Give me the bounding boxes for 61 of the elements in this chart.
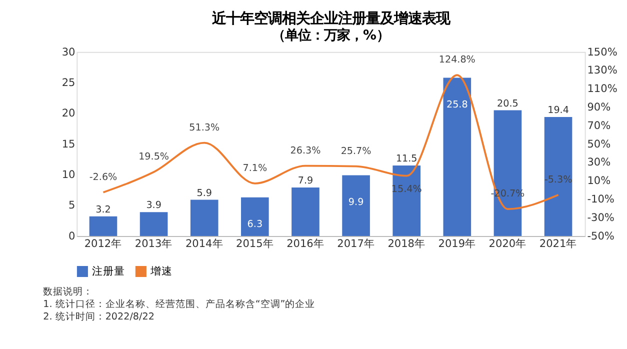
y2-tick-label: 110% (587, 83, 618, 96)
data-label: 25.8 (446, 99, 468, 110)
y-tick-label: 0 (68, 230, 76, 242)
x-tick-label: 2012年 (84, 238, 122, 250)
x-tick-label: 2015年 (236, 238, 274, 250)
chart-subtitle: （单位：万家，%） (272, 27, 390, 44)
bar (544, 116, 572, 236)
y-tick-label: 10 (62, 169, 76, 182)
x-tick-label: 2021年 (539, 238, 578, 250)
y2-tick-label: -30% (587, 212, 614, 224)
text: 1. 统计口径：企业名称、经营范围、产品名称含“空调”的企业 (43, 298, 316, 310)
data-label: 20.5 (497, 98, 518, 110)
y2-tick-label: 150% (587, 46, 618, 58)
data-label: 7.9 (298, 176, 314, 187)
y2-tick-label: -10% (587, 194, 614, 206)
y-tick-label: 30 (62, 46, 76, 58)
bar (443, 78, 472, 236)
data-label: 6.3 (247, 219, 263, 230)
data-label: 7.1% (242, 162, 268, 174)
x-tick-label: 2013年 (134, 238, 173, 250)
bar (241, 197, 269, 236)
y-tick-label: 25 (62, 76, 76, 89)
y2-tick-label: 50% (587, 138, 611, 150)
y2-tick-label: 30% (587, 156, 611, 169)
data-label: 11.5 (396, 154, 418, 165)
data-label: 25.7% (340, 146, 372, 157)
bar (342, 175, 370, 236)
y2-tick-label: 90% (587, 102, 611, 114)
data-label: -2.6% (89, 172, 118, 183)
x-tick-label: 2014年 (185, 238, 224, 250)
data-label: 26.3% (290, 145, 321, 156)
data-label: -5.3% (544, 174, 572, 186)
data-label: 124.8% (438, 54, 476, 66)
y2-tick-label: 10% (587, 175, 611, 188)
y2-tick-label: -50% (587, 230, 614, 242)
text: 数据说明： (43, 285, 94, 298)
data-label: 19.5% (138, 152, 170, 163)
data-label: 9.9 (348, 196, 364, 208)
legend-label: 增速 (150, 264, 173, 278)
chart-title: 近十年空调相关企业注册量及增速表现 (210, 10, 451, 28)
y-tick-label: 5 (68, 200, 76, 212)
bar (89, 216, 118, 236)
bar (190, 200, 218, 236)
bar (292, 188, 320, 236)
y2-tick-label: 70% (587, 120, 611, 132)
text: 2. 统计时间：2022/8/22 (43, 310, 154, 322)
x-tick-label: 2017年 (337, 238, 375, 250)
data-label: 3.9 (146, 200, 162, 212)
y2-tick-label: 130% (587, 64, 618, 77)
x-tick-label: 2019年 (438, 238, 476, 250)
data-label: 51.3% (189, 122, 220, 134)
data-label: 5.9 (196, 188, 212, 199)
y-tick-label: 15 (62, 138, 76, 150)
data-label: 3.2 (96, 204, 111, 216)
x-tick-label: 2020年 (488, 238, 527, 250)
y-tick-label: 20 (62, 108, 76, 120)
legend-label: 注册量 (92, 264, 126, 278)
data-label: 19.4 (548, 105, 569, 116)
bar (140, 212, 168, 236)
x-tick-label: 2018年 (388, 238, 426, 250)
x-tick-label: 2016年 (286, 238, 324, 250)
